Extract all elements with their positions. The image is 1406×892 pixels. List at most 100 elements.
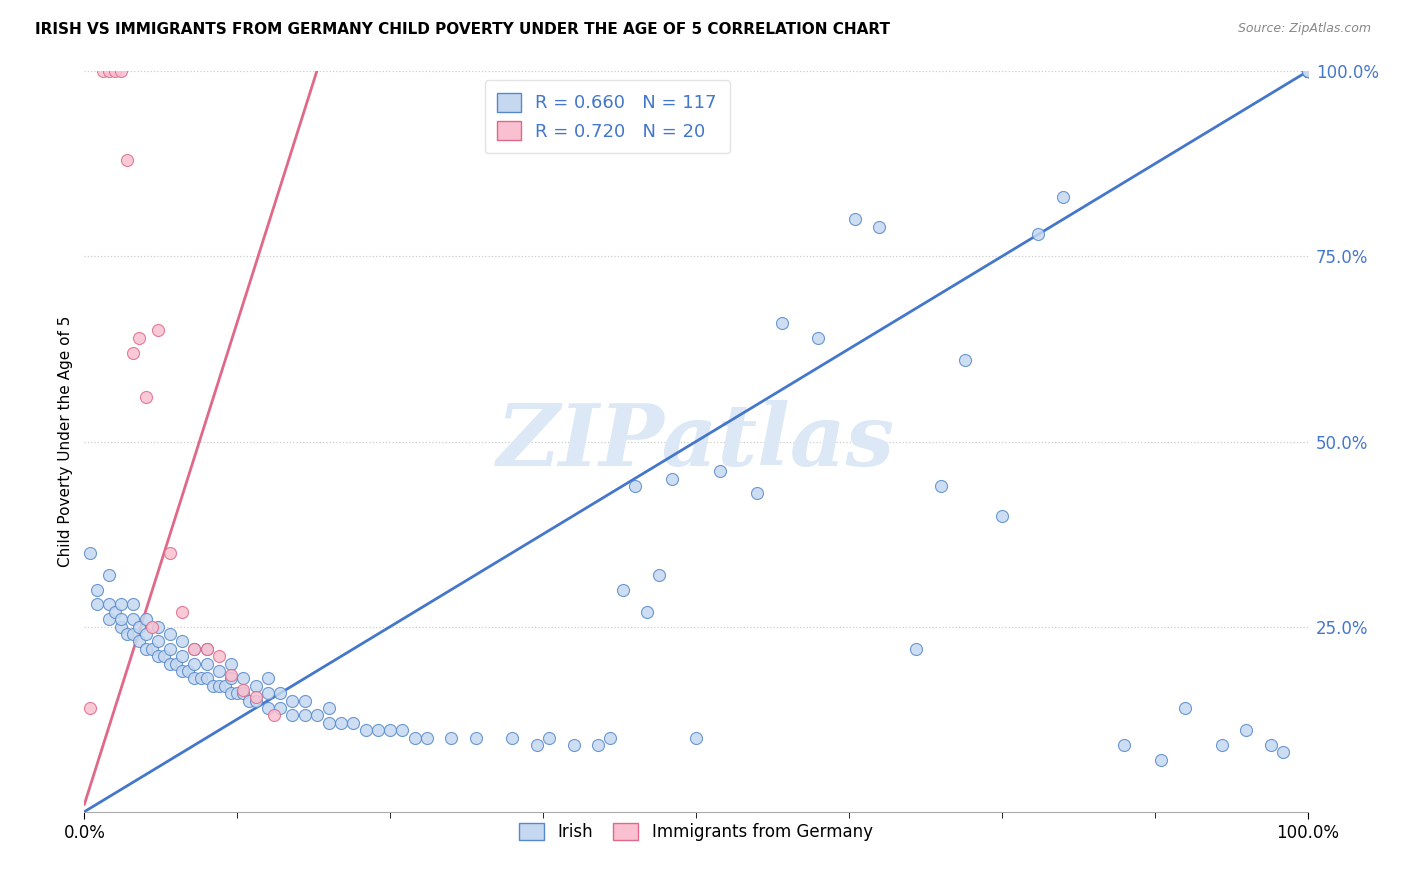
- Point: [219, 667, 242, 681]
- Point: [141, 619, 163, 633]
- Point: [586, 738, 609, 752]
- Point: [110, 619, 132, 633]
- Point: [146, 619, 169, 633]
- Point: [1052, 190, 1074, 204]
- Point: [648, 567, 671, 582]
- Text: Source: ZipAtlas.com: Source: ZipAtlas.com: [1237, 22, 1371, 36]
- Point: [354, 723, 377, 738]
- Point: [807, 331, 830, 345]
- Point: [770, 316, 793, 330]
- Point: [79, 546, 101, 560]
- Point: [1296, 64, 1319, 78]
- Point: [502, 731, 524, 745]
- Point: [232, 672, 254, 686]
- Point: [245, 694, 267, 708]
- Point: [172, 649, 194, 664]
- Point: [257, 686, 280, 700]
- Point: [1296, 64, 1319, 78]
- Point: [305, 708, 328, 723]
- Point: [122, 627, 145, 641]
- Point: [146, 649, 169, 664]
- Point: [1296, 64, 1319, 78]
- Point: [97, 567, 120, 582]
- Point: [183, 657, 205, 671]
- Point: [342, 715, 364, 730]
- Point: [391, 723, 413, 738]
- Point: [709, 464, 731, 478]
- Point: [747, 486, 769, 500]
- Point: [245, 690, 267, 704]
- Point: [159, 546, 181, 560]
- Point: [1174, 701, 1197, 715]
- Point: [294, 694, 316, 708]
- Point: [538, 731, 561, 745]
- Point: [208, 649, 231, 664]
- Point: [128, 619, 150, 633]
- Point: [318, 715, 340, 730]
- Point: [128, 331, 150, 345]
- Point: [159, 641, 181, 656]
- Point: [991, 508, 1014, 523]
- Point: [208, 664, 231, 678]
- Point: [1296, 64, 1319, 78]
- Point: [257, 672, 280, 686]
- Point: [281, 708, 304, 723]
- Point: [146, 324, 169, 338]
- Point: [226, 686, 249, 700]
- Point: [183, 641, 205, 656]
- Point: [159, 627, 181, 641]
- Point: [201, 679, 224, 693]
- Point: [214, 679, 236, 693]
- Point: [1296, 64, 1319, 78]
- Point: [380, 723, 402, 738]
- Point: [110, 598, 132, 612]
- Point: [195, 641, 218, 656]
- Point: [172, 634, 194, 648]
- Point: [294, 708, 316, 723]
- Point: [195, 641, 218, 656]
- Point: [104, 64, 127, 78]
- Point: [318, 701, 340, 715]
- Point: [146, 634, 169, 648]
- Point: [232, 686, 254, 700]
- Point: [91, 64, 114, 78]
- Point: [97, 64, 120, 78]
- Point: [1114, 738, 1136, 752]
- Point: [624, 479, 647, 493]
- Point: [183, 641, 205, 656]
- Point: [685, 731, 707, 745]
- Point: [219, 672, 242, 686]
- Point: [1296, 64, 1319, 78]
- Point: [1296, 64, 1319, 78]
- Point: [404, 731, 426, 745]
- Point: [245, 679, 267, 693]
- Point: [562, 738, 585, 752]
- Point: [257, 701, 280, 715]
- Legend: Irish, Immigrants from Germany: Irish, Immigrants from Germany: [513, 816, 879, 847]
- Point: [1150, 753, 1173, 767]
- Point: [195, 672, 218, 686]
- Point: [464, 731, 486, 745]
- Point: [367, 723, 389, 738]
- Point: [1296, 64, 1319, 78]
- Point: [86, 582, 108, 597]
- Point: [79, 701, 101, 715]
- Point: [1211, 738, 1233, 752]
- Point: [135, 612, 157, 626]
- Point: [269, 701, 291, 715]
- Point: [1260, 738, 1282, 752]
- Point: [208, 679, 231, 693]
- Point: [440, 731, 463, 745]
- Point: [1296, 64, 1319, 78]
- Point: [869, 219, 891, 234]
- Point: [135, 390, 157, 404]
- Point: [661, 471, 683, 485]
- Point: [153, 649, 176, 664]
- Point: [1236, 723, 1258, 738]
- Point: [110, 64, 132, 78]
- Point: [269, 686, 291, 700]
- Point: [636, 605, 658, 619]
- Point: [122, 345, 145, 359]
- Point: [115, 153, 138, 168]
- Point: [281, 694, 304, 708]
